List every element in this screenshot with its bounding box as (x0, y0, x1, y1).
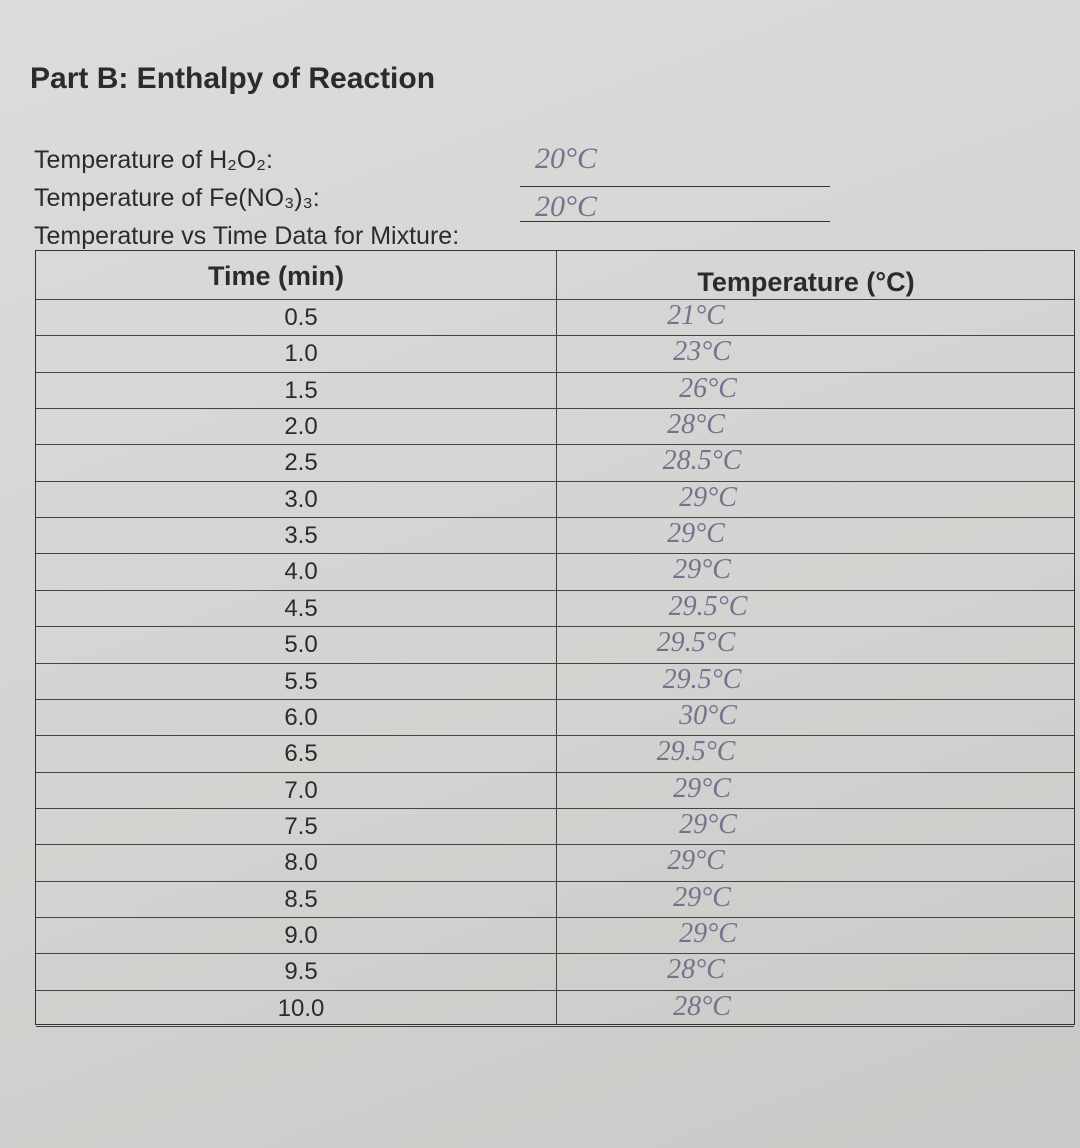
row-line (36, 626, 1074, 628)
temperature-cell: 29°C (673, 554, 731, 586)
row-line (36, 589, 1074, 591)
field-line (520, 186, 830, 187)
time-cell: 1.0 (284, 340, 318, 368)
temperature-cell: 29°C (673, 881, 731, 913)
temperature-cell: 29°C (673, 772, 731, 804)
time-cell: 6.0 (284, 703, 318, 731)
temperature-cell: 29.5°C (668, 590, 748, 622)
temperature-cell: 29°C (667, 518, 725, 550)
time-cell: 4.0 (284, 558, 318, 586)
row-line (36, 771, 1074, 773)
table-caption: Temperature vs Time Data for Mixture: (34, 222, 460, 250)
time-cell: 9.5 (284, 958, 318, 986)
temperature-cell: 28°C (667, 954, 725, 986)
field-value: 20°C (535, 142, 598, 175)
row-line (36, 480, 1074, 482)
time-cell: 2.0 (284, 413, 318, 441)
temperature-cell: 28°C (667, 409, 725, 441)
temperature-cell: 29.5°C (656, 627, 736, 659)
time-cell: 7.5 (284, 812, 318, 840)
time-cell: 7.0 (284, 776, 318, 804)
temperature-cell: 28°C (673, 990, 731, 1022)
row-line (36, 735, 1074, 737)
time-cell: 1.5 (284, 376, 318, 404)
temperature-cell: 29°C (679, 808, 737, 840)
row-line (36, 1026, 1074, 1027)
temperature-cell: 30°C (679, 699, 737, 731)
row-line (36, 807, 1074, 809)
row-line (36, 844, 1074, 846)
row-line (36, 662, 1074, 664)
column-header: Time (min) (207, 261, 344, 291)
time-cell: 8.5 (284, 885, 318, 913)
time-cell: 5.0 (284, 631, 318, 659)
row-line (36, 916, 1074, 918)
time-cell: 0.5 (284, 304, 318, 331)
time-cell: 6.5 (284, 740, 318, 768)
time-cell: 9.0 (284, 921, 318, 949)
row-line (36, 371, 1074, 373)
row-line (36, 408, 1074, 410)
field-label: Temperature of Fe(NO₃)₃: (34, 184, 320, 212)
row-line (36, 299, 1074, 300)
column-divider (556, 251, 557, 1024)
row-line (36, 953, 1074, 955)
row-line (36, 444, 1074, 446)
data-table: Time (min) Temperature (°C) 0.5 21°C 1.0 23… (35, 250, 1075, 1027)
temperature-cell: 29°C (679, 917, 737, 949)
temperature-cell: 26°C (679, 372, 737, 404)
temperature-cell: 29.5°C (662, 663, 742, 695)
temperature-cell: 21°C (667, 300, 725, 331)
row-line (36, 517, 1074, 519)
field-value: 20°C (535, 190, 598, 223)
temperature-cell: 23°C (673, 336, 731, 368)
temperature-cell: 29°C (667, 845, 725, 877)
time-cell: 4.5 (284, 594, 318, 622)
row-line (36, 698, 1074, 700)
temperature-cell: 28.5°C (662, 445, 742, 477)
temperature-cell: 29.5°C (656, 736, 736, 768)
column-header: Temperature (°C) (697, 267, 915, 297)
field-label: Temperature of H₂O₂: (34, 146, 273, 174)
row-line (36, 335, 1074, 337)
time-cell: 10.0 (277, 994, 325, 1022)
temperature-cell: 29°C (679, 481, 737, 513)
field-line (520, 221, 830, 222)
time-cell: 2.5 (284, 449, 318, 477)
time-cell: 8.0 (284, 849, 318, 877)
title: Part B: Enthalpy of Reaction (30, 62, 436, 95)
row-line (36, 553, 1074, 555)
row-line (36, 880, 1074, 882)
time-cell: 3.5 (284, 522, 318, 550)
row-line (36, 989, 1074, 991)
time-cell: 5.5 (284, 667, 318, 695)
time-cell: 3.0 (284, 485, 318, 513)
